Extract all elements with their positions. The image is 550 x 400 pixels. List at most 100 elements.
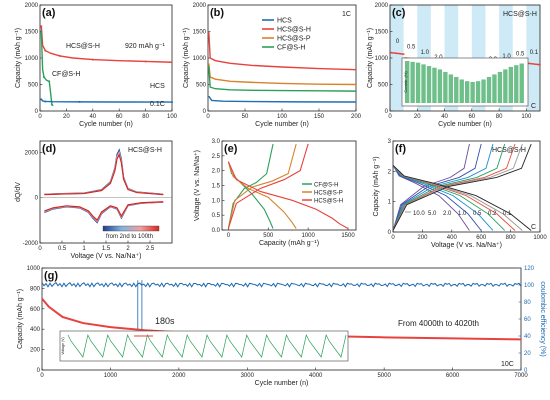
rate-label: 1.0 [458,211,467,217]
data-point [530,62,533,65]
data-point [58,54,61,57]
x-axis-label: Cycle number (n) [438,121,492,128]
x-tick-label: 2 [126,246,130,252]
y-tick-label: 3.0 [212,139,221,145]
annotation-label: HCS@S-H [128,147,162,154]
colorbar-label: from 2nd to 100th [106,234,153,240]
y-tick-label: 0.0 [212,228,221,234]
rate-curve-discharge [392,165,470,231]
inset-y-label: Voltage (V) [61,337,65,354]
y-tick-label: 1000 [375,56,389,62]
panel-label: (f) [395,143,406,155]
annotation-label: HCS [150,83,165,90]
inset-bar [470,82,475,103]
x-axis-label: Cycle number (n) [255,121,309,128]
rate-label: 0.1 [503,211,512,217]
y-axis-label: dQ/dV [15,182,22,202]
rate-label: 0.5 [473,211,482,217]
y-tick-label: 200 [30,348,41,354]
inset-bar [454,76,459,103]
inset-bar [448,74,453,103]
data-point [402,53,405,56]
y-tick-label: 1000 [25,56,39,62]
data-point [537,63,540,66]
inset-bar [415,62,421,103]
x-tick-label: 200 [351,114,362,120]
data-point [390,51,393,54]
panel-label: (g) [44,270,58,282]
gcd-curve-cf-s-h-charge [227,143,274,229]
inset-bar [514,65,519,103]
x-tick-label: 1500 [341,233,355,239]
x-tick-label: 2.5 [146,246,155,252]
rate-curve-charge [392,143,482,231]
rate-label: 0.2 [488,211,497,217]
y-tick-label: 2000 [193,3,207,9]
gcd-curve-hcs-s-h-charge [227,143,309,229]
data-point [44,100,47,103]
rate-curve-discharge [392,164,532,231]
x-tick-label: 20 [63,114,70,120]
data-point [529,62,532,65]
panel-label: (d) [42,143,56,155]
annotation-label: HCS@S-H [492,147,526,154]
inset-y-label: Contrib. (%) [403,71,408,93]
panel-label: (a) [42,7,56,19]
x-tick-label: 1000 [104,373,118,379]
y-tick-label: 600 [30,307,41,313]
inset-bar [481,79,486,103]
y-axis-label: Capacity (mAh g⁻¹) [183,28,190,88]
x-tick-label: 100 [167,114,178,120]
x-axis-label: Voltage (V vs. Na/Na⁺) [431,242,502,249]
series-line-hcs-s-h [40,26,173,63]
plot-frame [392,140,541,233]
rate-curve-charge [392,143,506,231]
inset-bar [486,76,492,103]
y-tick-label: 500 [378,83,389,89]
x-tick-label: 6000 [446,373,460,379]
gcd-curve-hcs-s-h-discharge [227,161,349,229]
y-tick-label: 1500 [375,30,389,36]
x-tick-label: 0 [227,233,231,239]
data-point [535,63,537,66]
gcd-curve-hcs-s-p-discharge [227,161,297,229]
series-line-hcs [208,95,357,103]
y-tick-label: 2.0 [212,169,221,175]
x-tick-label: 0 [391,235,395,241]
data-point [397,52,400,55]
x-tick-label: 3000 [241,373,255,379]
dqdv-curve-discharge [44,201,164,224]
dqdv-curve-discharge [44,201,164,222]
x-tick-label: 0 [38,114,42,120]
legend-entry: CF@S-H [277,45,306,52]
data-point [50,103,53,106]
gcd-curve-cf-s-h-discharge [227,161,274,229]
panel-label: (b) [210,7,224,19]
coulombic-efficiency-trace [41,281,522,288]
annotation-label: 1C [342,11,351,18]
annotation-label: 0.1C [150,101,165,108]
data-point [91,58,94,61]
data-point [391,51,394,54]
annotation-label: 920 mAh g⁻¹ [125,43,166,50]
y-tick-label: 2 [388,169,392,175]
x-tick-label: 1 [82,246,86,252]
inset-bar [508,66,513,103]
x-tick-label: 600 [476,235,487,241]
series-line-hcs-s-p [208,63,357,86]
x-tick-label: 2000 [172,373,186,379]
data-point [48,80,51,83]
x-tick-label: 0 [388,114,392,120]
legend-entry: CF@S-H [314,183,338,189]
x-tick-label: 40 [441,114,448,120]
inset-bar [497,71,503,103]
rate-curve-charge [392,143,532,231]
legend-entry: HCS@S-H [314,199,343,205]
x-tick-label: 7000 [514,373,528,379]
rate-label: 0 [396,39,400,45]
rate-label: 0.1 [530,50,539,56]
rate-curve-discharge [392,165,482,231]
legend-entry: HCS@S-P [277,36,311,43]
x-tick-label: 500 [263,233,274,239]
y-tick-label: 3 [388,139,392,145]
